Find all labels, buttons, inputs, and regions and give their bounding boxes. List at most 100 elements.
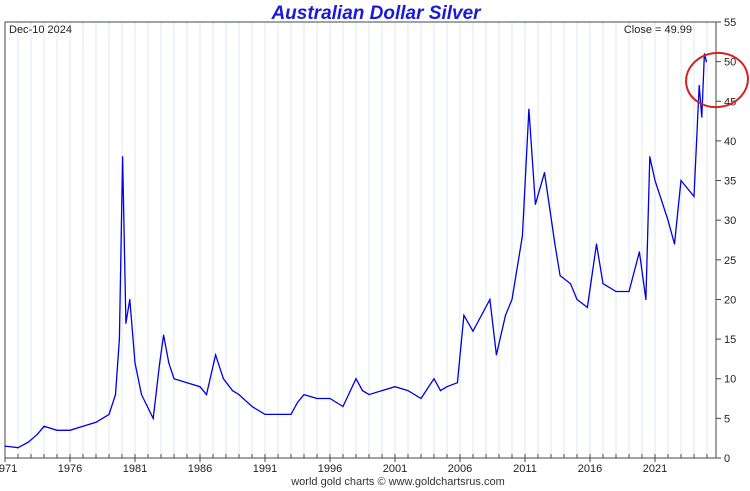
data-point (140, 393, 143, 396)
data-point (381, 390, 383, 392)
data-point (569, 283, 572, 285)
data-point (368, 393, 370, 396)
data-point (108, 413, 110, 415)
data-point (638, 251, 641, 253)
price-line (4, 53, 708, 449)
data-point (446, 386, 448, 388)
data-point (673, 243, 676, 245)
data-point (521, 235, 524, 237)
data-point (114, 393, 117, 396)
data-point (680, 179, 682, 182)
data-point (615, 290, 617, 293)
data-point (10, 446, 13, 448)
x-tick-label: 2016 (578, 463, 602, 475)
data-point (667, 219, 669, 221)
y-tick-label: 25 (724, 255, 736, 267)
data-point (586, 306, 589, 308)
y-tick-label: 20 (724, 294, 736, 306)
data-point (199, 386, 201, 388)
y-tick-label: 0 (724, 453, 730, 465)
data-point (394, 386, 396, 388)
data-point (205, 393, 208, 396)
data-point (489, 298, 491, 301)
data-point (554, 243, 556, 245)
data-point (705, 61, 707, 63)
y-tick-label: 5 (724, 413, 730, 425)
data-point (342, 405, 344, 408)
data-point (290, 413, 292, 415)
data-point (495, 354, 497, 356)
data-point (698, 84, 700, 87)
data-point (303, 393, 305, 396)
x-tick-label: 1991 (253, 463, 277, 475)
y-tick-label: 35 (724, 176, 736, 188)
data-point (456, 382, 458, 384)
x-tick-label: 2006 (448, 463, 472, 475)
y-tick-label: 10 (724, 374, 736, 386)
x-tick-label: 1986 (188, 463, 212, 475)
data-point (316, 397, 318, 400)
x-tick-label: 1971 (0, 463, 17, 475)
data-point (686, 187, 689, 190)
y-tick-label: 30 (724, 215, 736, 227)
data-point (602, 283, 604, 285)
data-point (277, 413, 279, 415)
data-point (69, 429, 71, 431)
data-point (36, 433, 39, 435)
data-point (511, 298, 513, 301)
data-point (296, 401, 299, 404)
data-point (27, 441, 29, 443)
y-tick-label: 50 (724, 57, 736, 69)
data-point (215, 354, 217, 356)
data-point (134, 362, 136, 364)
data-point (576, 298, 578, 301)
data-point (173, 378, 175, 380)
close-label: Close = 49.99 (624, 24, 692, 36)
data-point (122, 156, 124, 158)
data-point (701, 116, 703, 118)
data-point (472, 330, 474, 332)
y-tick-label: 40 (724, 136, 736, 148)
chart-title: Australian Dollar Silver (270, 3, 482, 24)
data-point (433, 378, 435, 380)
data-point (329, 397, 331, 400)
data-point (355, 378, 357, 380)
data-point (43, 425, 45, 427)
x-tick-label: 2001 (383, 463, 407, 475)
data-point (595, 243, 598, 245)
data-point (118, 338, 120, 340)
plot-frame (4, 21, 717, 459)
data-point (159, 362, 161, 364)
x-tick-label: 2021 (643, 463, 667, 475)
data-point (56, 429, 58, 431)
date-label: Dec-10 2024 (9, 24, 72, 36)
data-point (264, 413, 266, 415)
data-point (534, 203, 537, 205)
data-point (186, 382, 188, 384)
data-point (628, 290, 630, 293)
data-point (543, 172, 546, 174)
data-point (129, 298, 131, 301)
y-tick-label: 55 (724, 17, 736, 29)
data-point (703, 53, 706, 55)
data-point (95, 421, 97, 423)
data-point (463, 314, 465, 316)
data-point (251, 405, 253, 408)
data-point (559, 275, 561, 277)
data-point (4, 445, 6, 447)
data-point (693, 195, 695, 197)
y-tick-label: 15 (724, 334, 736, 346)
x-tick-label: 2011 (513, 463, 537, 475)
data-point (238, 393, 240, 396)
data-point (649, 156, 651, 158)
data-point (231, 390, 234, 392)
data-point (654, 179, 656, 182)
data-point (407, 390, 409, 392)
x-tick-label: 1976 (58, 463, 82, 475)
data-point (361, 390, 364, 392)
x-tick-label: 1996 (318, 463, 342, 475)
data-point (82, 425, 84, 427)
data-point (504, 314, 507, 316)
footer-credit: world gold charts © www.goldchartsrus.co… (290, 476, 505, 488)
data-point (439, 390, 442, 392)
